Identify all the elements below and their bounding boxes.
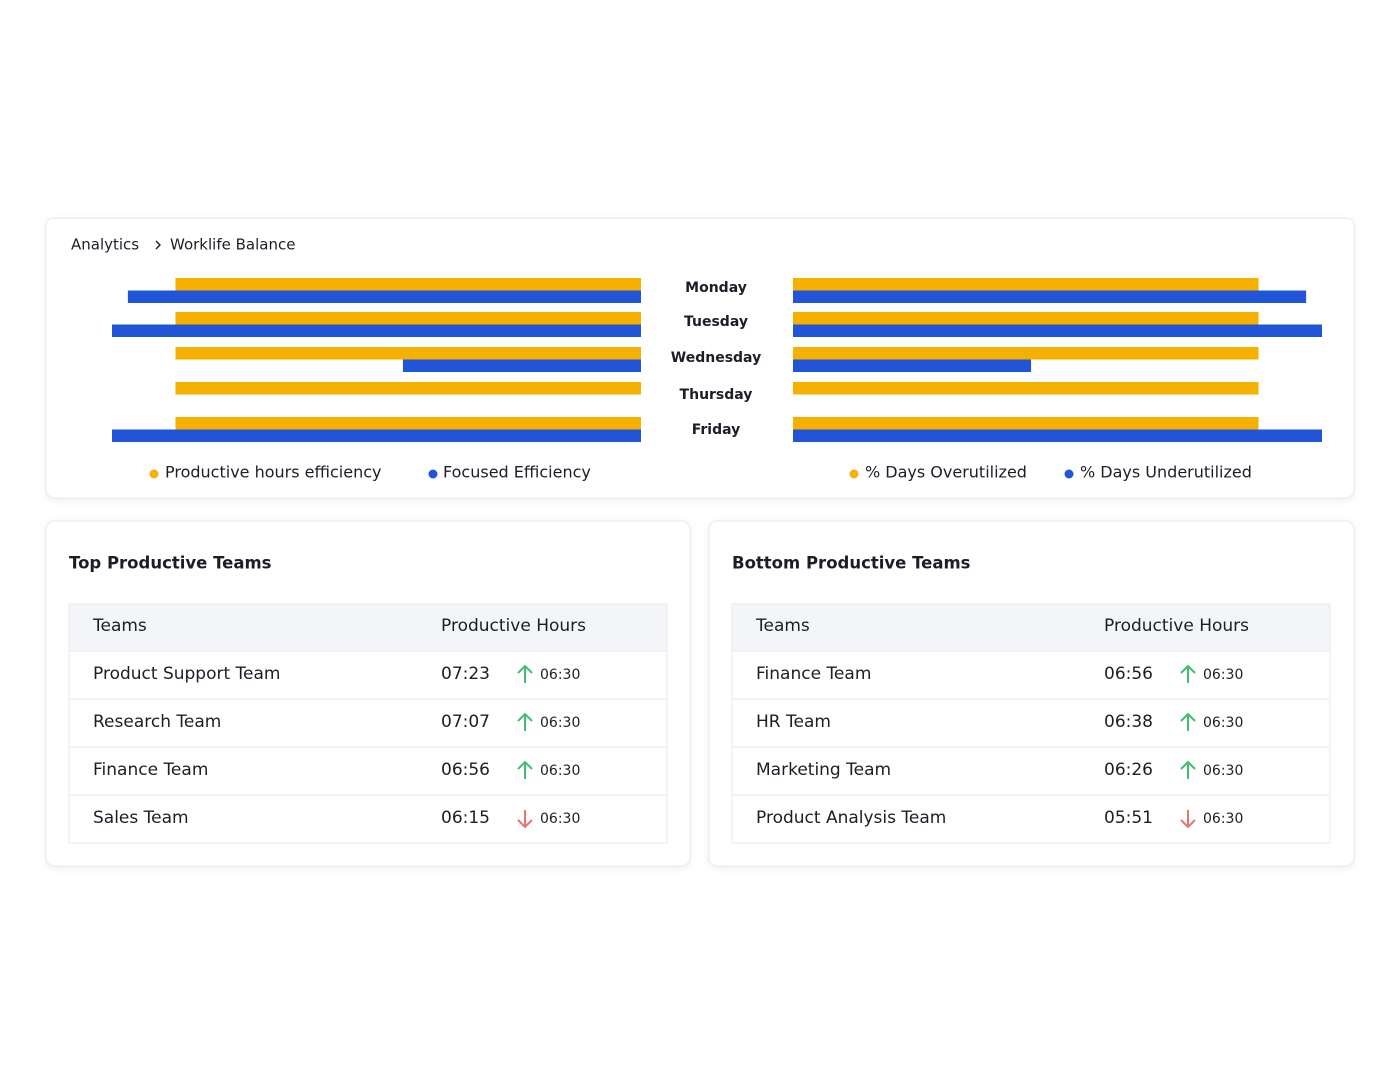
team-name: Product Analysis Team bbox=[756, 808, 946, 828]
legend-dot bbox=[149, 469, 159, 479]
team-name: Sales Team bbox=[93, 808, 189, 828]
hours: 06:56 bbox=[441, 760, 490, 780]
target: 06:30 bbox=[540, 763, 580, 779]
team-name: Research Team bbox=[93, 712, 221, 732]
table-title: Bottom Productive Teams bbox=[732, 554, 971, 573]
day-label: Monday bbox=[685, 280, 747, 296]
table-title: Top Productive Teams bbox=[69, 554, 272, 573]
column-header: Productive Hours bbox=[1104, 616, 1249, 636]
hours: 06:26 bbox=[1104, 760, 1153, 780]
bar bbox=[127, 290, 642, 303]
legend-dot bbox=[428, 469, 438, 479]
team-name: Product Support Team bbox=[93, 664, 281, 684]
legend-label: % Days Overutilized bbox=[865, 463, 1027, 482]
target: 06:30 bbox=[540, 811, 580, 827]
bar bbox=[112, 324, 641, 337]
hours: 06:38 bbox=[1104, 712, 1153, 732]
target: 06:30 bbox=[540, 715, 580, 731]
trend-arrow bbox=[517, 810, 533, 829]
trend-arrow bbox=[1180, 810, 1196, 829]
team-name: Marketing Team bbox=[756, 760, 891, 780]
trend-arrow bbox=[517, 760, 533, 779]
bar bbox=[793, 312, 1259, 325]
hours: 06:15 bbox=[441, 808, 490, 828]
target: 06:30 bbox=[1203, 715, 1243, 731]
column-header: Teams bbox=[92, 616, 147, 636]
bar bbox=[402, 359, 641, 372]
hours: 05:51 bbox=[1104, 808, 1153, 828]
bar bbox=[175, 278, 642, 291]
day-label: Tuesday bbox=[684, 314, 748, 330]
trend-arrow bbox=[1180, 760, 1196, 779]
bar bbox=[793, 290, 1307, 303]
bar bbox=[175, 312, 642, 325]
hours: 07:07 bbox=[441, 712, 490, 732]
team-name: Finance Team bbox=[93, 760, 208, 780]
bar bbox=[793, 347, 1259, 360]
bar bbox=[793, 324, 1322, 337]
bar bbox=[175, 347, 642, 360]
column-header: Teams bbox=[755, 616, 810, 636]
day-label: Thursday bbox=[680, 387, 753, 403]
bar bbox=[175, 382, 642, 395]
bar bbox=[793, 417, 1259, 430]
hours: 07:23 bbox=[441, 664, 490, 684]
table-header bbox=[731, 603, 1331, 652]
bar bbox=[175, 417, 642, 430]
trend-arrow bbox=[517, 712, 533, 731]
bar bbox=[793, 278, 1259, 291]
table-row bbox=[68, 746, 668, 796]
bar bbox=[112, 429, 641, 442]
trend-arrow bbox=[1180, 712, 1196, 731]
legend-label: % Days Underutilized bbox=[1080, 463, 1252, 482]
legend-dot bbox=[849, 469, 859, 479]
legend-label: Productive hours efficiency bbox=[165, 463, 381, 482]
trend-arrow bbox=[517, 664, 533, 683]
table-row bbox=[68, 650, 668, 700]
column-header: Productive Hours bbox=[441, 616, 586, 636]
hours: 06:56 bbox=[1104, 664, 1153, 684]
target: 06:30 bbox=[540, 667, 580, 683]
table-row bbox=[731, 698, 1331, 748]
legend-dot bbox=[1064, 469, 1074, 479]
target: 06:30 bbox=[1203, 811, 1243, 827]
table-row bbox=[731, 794, 1331, 844]
bar bbox=[793, 429, 1322, 442]
target: 06:30 bbox=[1203, 763, 1243, 779]
day-label: Friday bbox=[692, 422, 741, 438]
legend-label: Focused Efficiency bbox=[443, 463, 591, 482]
target: 06:30 bbox=[1203, 667, 1243, 683]
trend-arrow bbox=[1180, 664, 1196, 683]
breadcrumb-item: Worklife Balance bbox=[170, 236, 295, 254]
breadcrumb-item[interactable]: Analytics bbox=[71, 236, 139, 254]
table-header bbox=[68, 603, 668, 652]
table-row bbox=[68, 698, 668, 748]
table-row bbox=[68, 794, 668, 844]
breadcrumb-separator bbox=[155, 240, 161, 250]
day-label: Wednesday bbox=[671, 350, 761, 366]
table-row bbox=[731, 650, 1331, 700]
team-name: HR Team bbox=[756, 712, 831, 732]
table-row bbox=[731, 746, 1331, 796]
team-name: Finance Team bbox=[756, 664, 871, 684]
bar bbox=[793, 359, 1032, 372]
bar bbox=[793, 382, 1259, 395]
